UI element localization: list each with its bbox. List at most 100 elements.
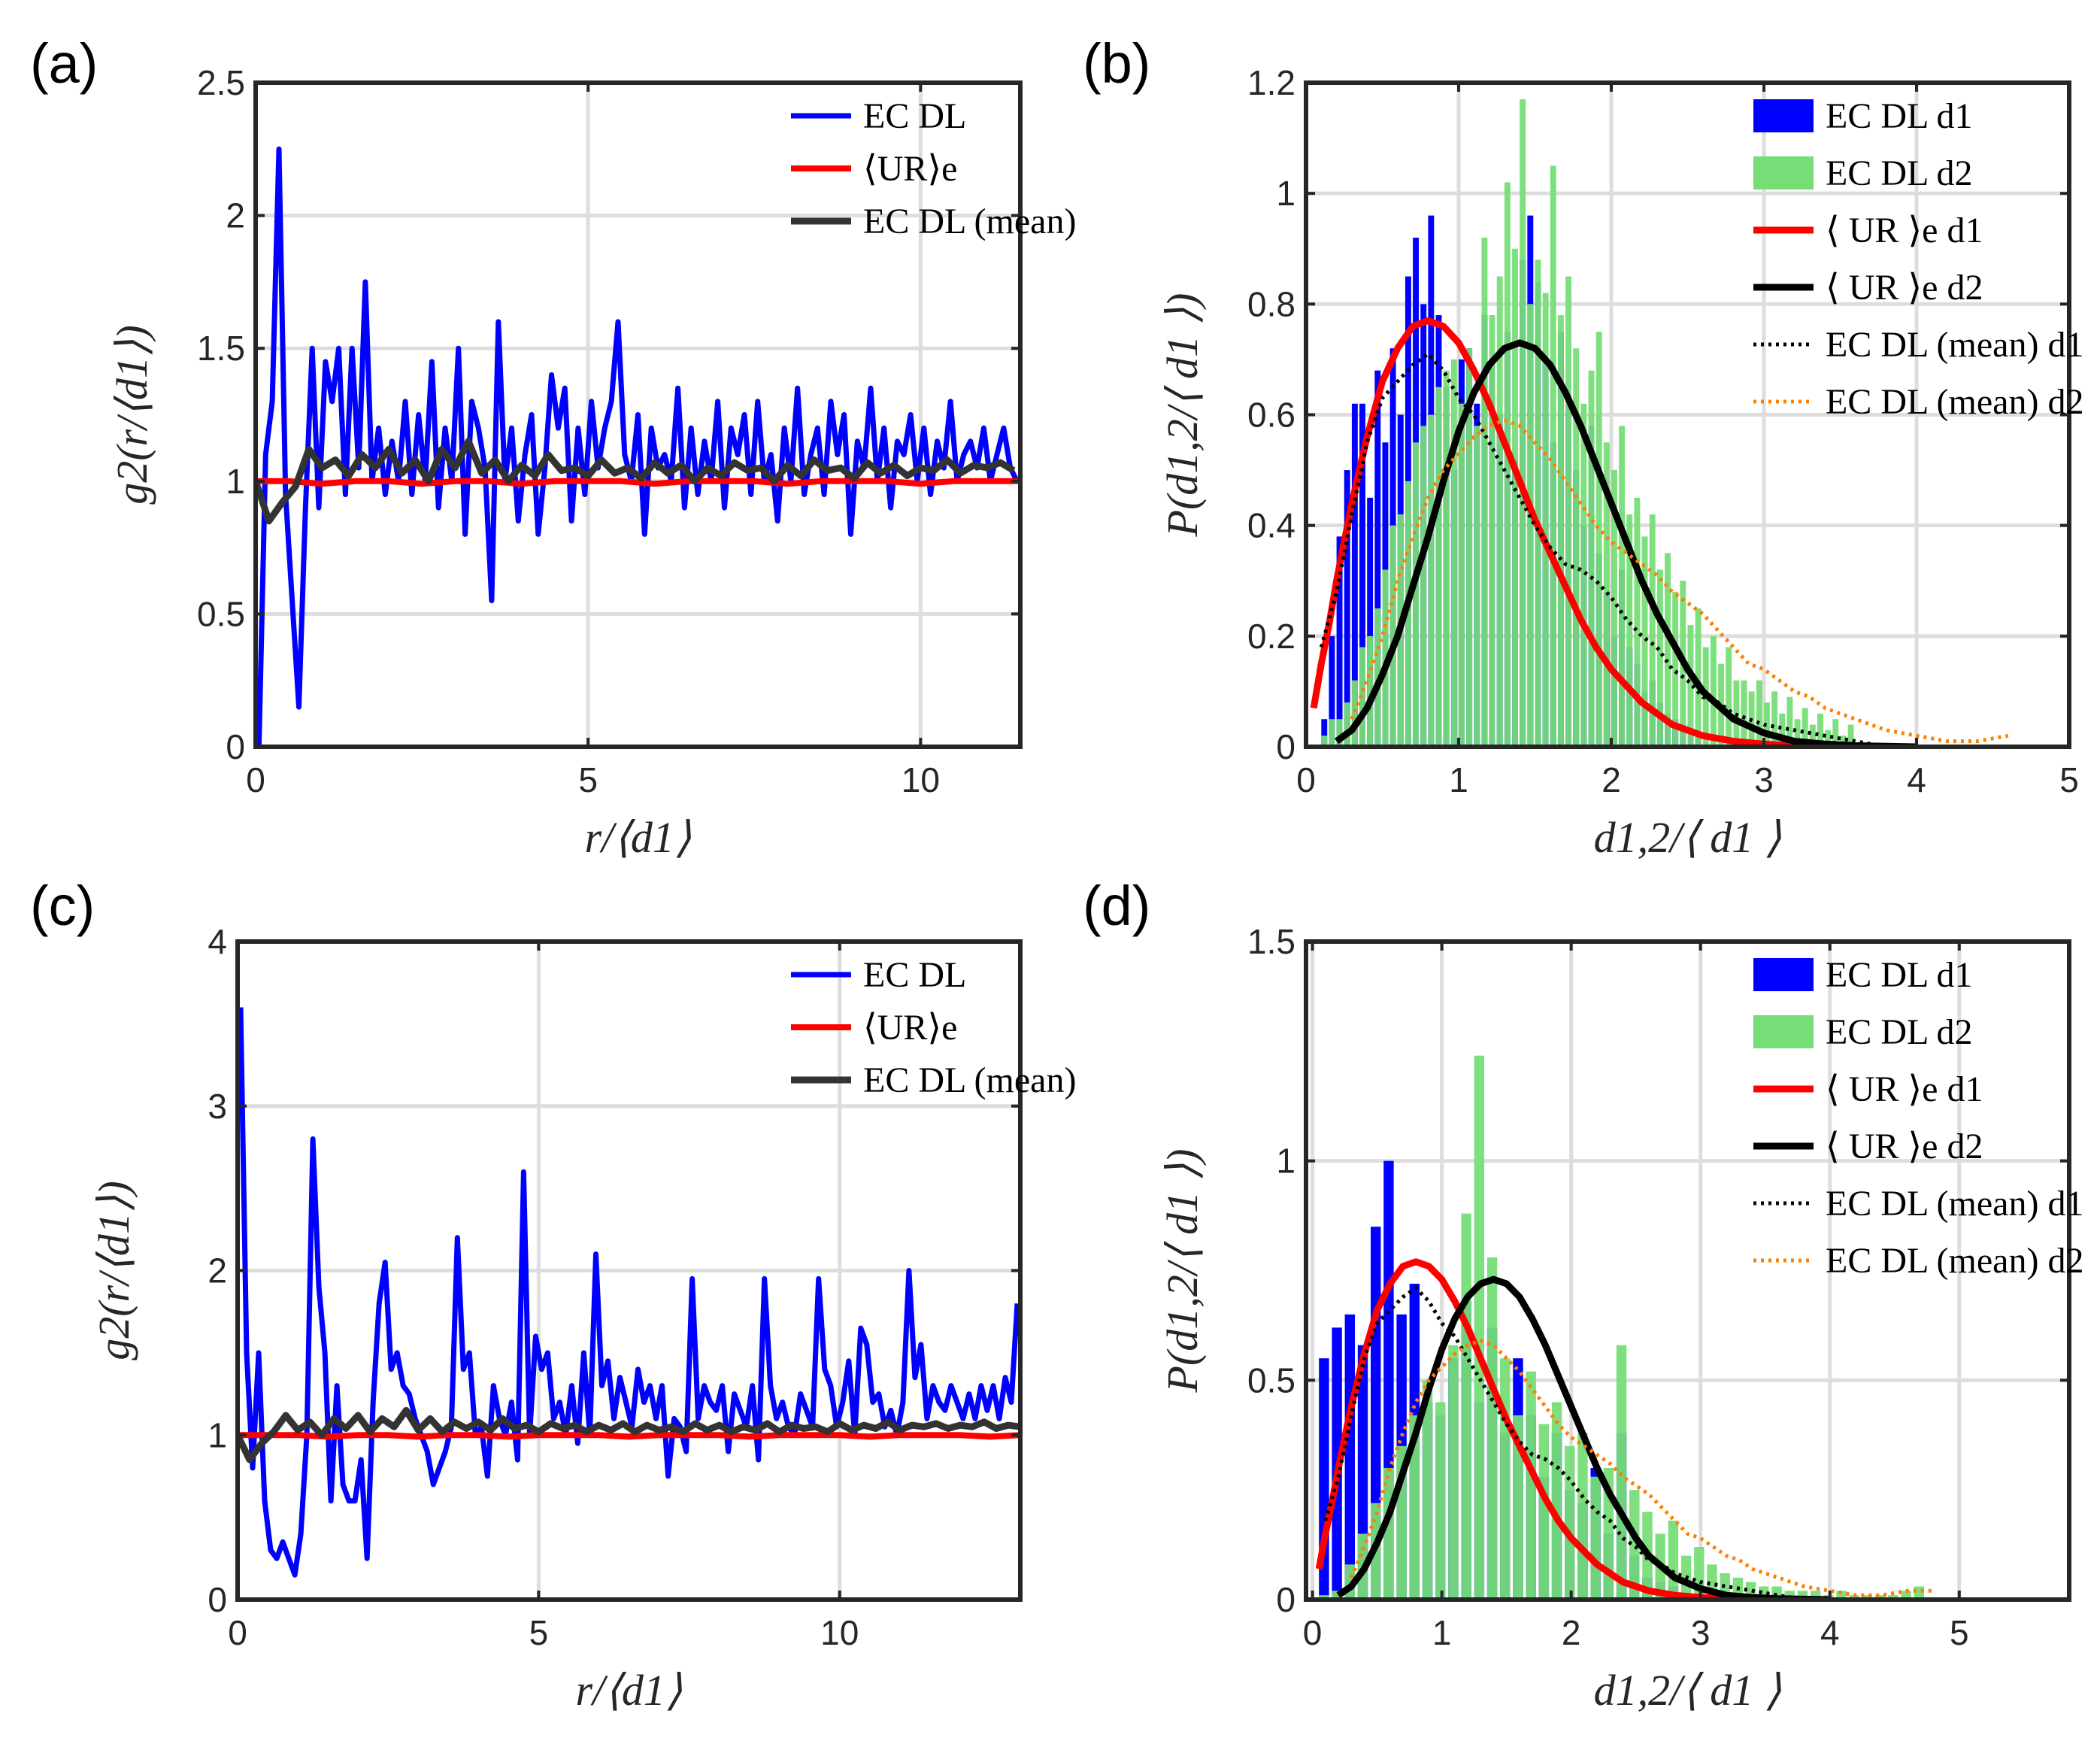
y-axis-label: P(d1,2/⟨ d1 ⟩) xyxy=(1158,293,1207,538)
hist-bar-d2 xyxy=(1542,293,1549,747)
hist-bar-d2 xyxy=(1413,442,1420,747)
hist-bar-d2 xyxy=(1409,1415,1420,1600)
y-tick-label: 1.2 xyxy=(1247,63,1295,102)
hist-bar-d2 xyxy=(1656,569,1663,747)
hist-bar-d1 xyxy=(1344,470,1350,747)
hist-bar-d2 xyxy=(1672,591,1679,747)
legend-item: EC DL d1 xyxy=(1753,955,1973,995)
x-tick-label: 3 xyxy=(1691,1613,1711,1652)
hist-bar-d2 xyxy=(1580,403,1587,747)
axes-frame xyxy=(1304,939,2071,1602)
hist-bar-d2 xyxy=(1784,1591,1795,1600)
panel-letter: (d) xyxy=(1083,875,1150,937)
hist-bar-d2 xyxy=(1565,1445,1575,1600)
legend-item: EC DL d2 xyxy=(1753,1012,1973,1052)
series-line xyxy=(1323,1286,1805,1600)
series-line xyxy=(1310,317,1826,747)
y-tick-label: 0.4 xyxy=(1247,506,1295,545)
hist-bar-d1 xyxy=(1321,719,1328,747)
hist-bar-d2 xyxy=(1779,713,1786,747)
x-axis-label: r/⟨d1⟩ xyxy=(585,813,692,862)
y-tick-label: 1.5 xyxy=(1247,922,1295,961)
x-tick-label: 5 xyxy=(578,760,598,799)
x-tick-label: 0 xyxy=(1303,1613,1323,1652)
hist-bar-d2 xyxy=(1367,635,1374,747)
x-tick-label: 4 xyxy=(1907,760,1926,799)
hist-bar-d2 xyxy=(1526,1371,1536,1600)
series-line xyxy=(238,1432,1020,1440)
hist-bar-d2 xyxy=(1840,735,1847,747)
hist-bar-d2 xyxy=(1771,691,1778,747)
legend-swatch xyxy=(1753,958,1814,991)
y-tick-label: 0 xyxy=(226,727,245,766)
legend-item: EC DL (mean) d1 xyxy=(1753,325,2083,365)
x-tick-label: 1 xyxy=(1449,760,1468,799)
x-tick-label: 2 xyxy=(1602,760,1621,799)
hist-bar-d2 xyxy=(1329,719,1335,747)
hist-bar-d2 xyxy=(1428,414,1435,747)
y-axis-label: g2(r/⟨d1⟩) xyxy=(108,325,156,505)
hist-bar-d2 xyxy=(1565,276,1572,747)
x-tick-label: 5 xyxy=(529,1613,549,1652)
x-tick-label: 0 xyxy=(1296,760,1316,799)
x-tick-label: 5 xyxy=(1950,1613,1969,1652)
hist-bar-d2 xyxy=(1668,1521,1679,1600)
hist-bar-d2 xyxy=(1420,426,1427,747)
hist-bar-d1 xyxy=(1329,635,1335,747)
y-tick-label: 2 xyxy=(208,1251,227,1290)
legend-label: ⟨ UR ⟩e d2 xyxy=(1826,1127,1983,1166)
series-line xyxy=(1319,352,1886,747)
y-tick-label: 0 xyxy=(1276,1580,1295,1619)
x-axis-label: r/⟨d1⟩ xyxy=(576,1666,683,1715)
hist-bar-d2 xyxy=(1649,514,1656,747)
hist-bar-d2 xyxy=(1474,1055,1485,1600)
hist-bar-d2 xyxy=(1626,514,1633,747)
hist-bar-d2 xyxy=(1336,719,1343,747)
legend-item: EC DL (mean) d2 xyxy=(1753,382,2083,422)
y-tick-label: 1 xyxy=(1276,174,1295,213)
legend-label: ⟨ UR ⟩e d2 xyxy=(1826,268,1983,308)
hist-bar-d2 xyxy=(1794,719,1801,747)
legend-label: EC DL (mean) d2 xyxy=(1826,382,2083,422)
hist-bar-d2 xyxy=(1817,713,1823,747)
legend-label: EC DL xyxy=(863,96,966,136)
legend-swatch xyxy=(1753,1015,1814,1048)
hist-bar-d2 xyxy=(1590,1476,1601,1600)
y-tick-label: 0 xyxy=(208,1580,227,1619)
hist-bar-d1 xyxy=(1367,497,1374,747)
legend-item: EC DL (mean) d1 xyxy=(1753,1184,2083,1224)
legend: EC DL ⟨UR⟩e EC DL (mean) xyxy=(791,955,1076,1100)
legend-swatch xyxy=(1753,99,1814,132)
x-tick-label: 0 xyxy=(246,760,265,799)
legend-label: EC DL (mean) xyxy=(863,1060,1076,1100)
legend-label: EC DL (mean) d1 xyxy=(1826,1184,2083,1224)
y-tick-label: 1 xyxy=(1276,1142,1295,1181)
hist-bar-d2 xyxy=(1551,1402,1562,1600)
legend-item: ⟨ UR ⟩e d1 xyxy=(1753,1069,1983,1109)
y-tick-label: 0 xyxy=(1276,727,1295,766)
y-tick-label: 1 xyxy=(226,462,245,501)
hist-bar-d2 xyxy=(1389,525,1396,747)
legend-item: EC DL xyxy=(791,96,966,136)
hist-bar-d2 xyxy=(1459,403,1465,747)
y-tick-label: 2.5 xyxy=(197,63,245,102)
hist-bar-d2 xyxy=(1513,1415,1523,1600)
hist-bar-d2 xyxy=(1764,702,1770,747)
hist-bar-d2 xyxy=(1321,735,1328,747)
y-tick-label: 4 xyxy=(208,922,227,961)
series-line xyxy=(256,438,1016,525)
hist-bar-d2 xyxy=(1595,332,1602,747)
panel-b: (b) 0 1 2 3 4 5 0 0.2 0.4 0.6 0.8 1 1.2 d1,2/⟨ d1 ⟩ P(d… xyxy=(1083,32,2083,862)
legend-item: EC DL d1 xyxy=(1753,96,1973,136)
hist-bar-d2 xyxy=(1332,1591,1342,1600)
hist-bar-d2 xyxy=(1901,1591,1911,1600)
hist-bar-d2 xyxy=(1802,708,1808,747)
panel-letter: (c) xyxy=(30,875,95,937)
legend-item: EC DL (mean) xyxy=(791,202,1076,241)
series-line xyxy=(1334,339,1917,747)
x-tick-label: 5 xyxy=(2059,760,2079,799)
legend-label: EC DL d2 xyxy=(1826,153,1973,193)
hist-bar-d2 xyxy=(1629,1490,1640,1600)
